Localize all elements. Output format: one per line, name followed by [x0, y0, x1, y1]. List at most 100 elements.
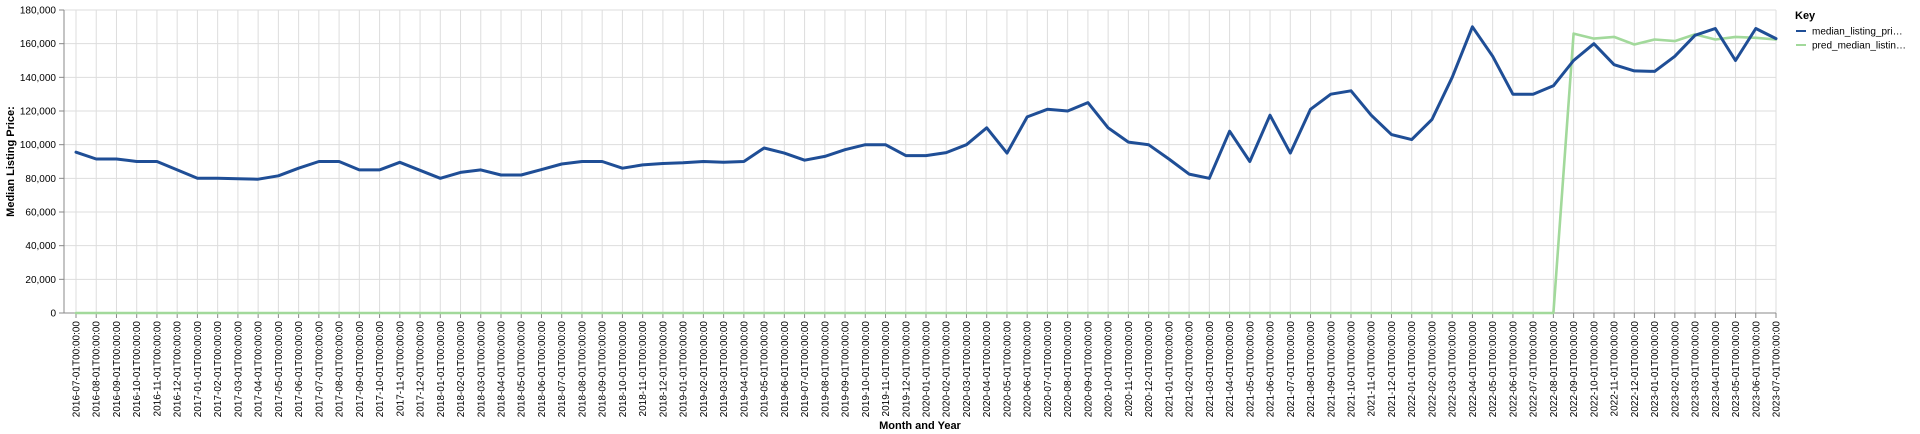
x-tick-label: 2017-02-01T00:00:00 — [213, 321, 224, 418]
y-tick-label: 60,000 — [25, 208, 56, 219]
x-tick-label: 2016-07-01T00:00:00 — [72, 321, 83, 418]
x-tick-label: 2018-10-01T00:00:00 — [618, 321, 629, 418]
x-tick-label: 2019-11-01T00:00:00 — [881, 321, 892, 417]
x-tick-label: 2017-05-01T00:00:00 — [274, 321, 285, 418]
x-tick-label: 2018-01-01T00:00:00 — [436, 321, 447, 418]
x-tick-label: 2018-06-01T00:00:00 — [537, 321, 548, 418]
x-tick-label: 2019-07-01T00:00:00 — [800, 321, 811, 418]
x-tick-label: 2023-05-01T00:00:00 — [1731, 321, 1742, 418]
x-tick-label: 2019-02-01T00:00:00 — [699, 321, 710, 418]
x-tick-label: 2016-08-01T00:00:00 — [92, 321, 103, 418]
x-tick-label: 2016-10-01T00:00:00 — [132, 321, 143, 418]
y-axis-title: Median Listing Price: — [5, 106, 17, 217]
x-tick-label: 2021-09-01T00:00:00 — [1326, 321, 1337, 418]
x-tick-label: 2022-11-01T00:00:00 — [1610, 321, 1621, 417]
x-tick-label: 2019-08-01T00:00:00 — [820, 321, 831, 418]
x-tick-label: 2023-06-01T00:00:00 — [1751, 321, 1762, 418]
x-tick-label: 2020-05-01T00:00:00 — [1002, 321, 1013, 418]
x-tick-label: 2022-07-01T00:00:00 — [1529, 321, 1540, 418]
x-tick-label: 2021-03-01T00:00:00 — [1205, 321, 1216, 418]
x-tick-label: 2019-10-01T00:00:00 — [861, 321, 872, 418]
x-tick-label: 2021-01-01T00:00:00 — [1164, 321, 1175, 418]
x-tick-label: 2017-12-01T00:00:00 — [416, 321, 427, 418]
legend-title: Key — [1795, 10, 1816, 22]
series-line-1 — [74, 32, 1778, 315]
x-tick-label: 2022-03-01T00:00:00 — [1448, 321, 1459, 418]
x-tick-label: 2018-05-01T00:00:00 — [517, 321, 528, 418]
y-tick-labels: 0 20,000 40,000 60,000 80,000 100,000 120,000 1… — [20, 6, 57, 320]
x-tick-label: 2019-05-01T00:00:00 — [760, 321, 771, 418]
x-tick-label: 2020-02-01T00:00:00 — [942, 321, 953, 418]
x-tick-label: 2023-03-01T00:00:00 — [1691, 321, 1702, 418]
x-tick-label: 2018-07-01T00:00:00 — [557, 321, 568, 418]
x-tick-label: 2016-12-01T00:00:00 — [173, 321, 184, 418]
x-tick-label: 2022-09-01T00:00:00 — [1569, 321, 1580, 418]
y-tick-label: 20,000 — [25, 275, 56, 286]
x-tick-label: 2021-05-01T00:00:00 — [1245, 321, 1256, 418]
x-tick-label: 2020-10-01T00:00:00 — [1104, 321, 1115, 418]
x-tick-label: 2017-11-01T00:00:00 — [395, 321, 406, 417]
x-tick-label: 2020-12-01T00:00:00 — [1144, 321, 1155, 418]
x-tick-label: 2017-10-01T00:00:00 — [375, 321, 386, 418]
x-tick-label: 2021-10-01T00:00:00 — [1347, 321, 1358, 418]
y-tick-label: 40,000 — [25, 241, 56, 252]
x-axis-title: Month and Year — [879, 420, 961, 432]
y-tick-label: 160,000 — [20, 39, 57, 50]
x-tick-label: 2018-09-01T00:00:00 — [598, 321, 609, 418]
x-tick-label: 2021-11-01T00:00:00 — [1367, 321, 1378, 417]
x-tick-label: 2019-09-01T00:00:00 — [841, 321, 852, 418]
x-tick-label: 2023-07-01T00:00:00 — [1772, 321, 1783, 418]
x-tick-label: 2023-01-01T00:00:00 — [1650, 321, 1661, 418]
x-tick-label: 2020-06-01T00:00:00 — [1023, 321, 1034, 418]
x-tick-label: 2017-07-01T00:00:00 — [314, 321, 325, 418]
x-tick-label: 2019-06-01T00:00:00 — [780, 321, 791, 418]
x-tick-label: 2020-11-01T00:00:00 — [1124, 321, 1135, 417]
legend-label: pred_median_listin… — [1812, 41, 1906, 52]
x-tick-label: 2022-01-01T00:00:00 — [1407, 321, 1418, 418]
x-tick-label: 2020-04-01T00:00:00 — [982, 321, 993, 418]
series-lines — [74, 25, 1778, 315]
x-tick-label: 2023-02-01T00:00:00 — [1670, 321, 1681, 418]
x-tick-label: 2020-07-01T00:00:00 — [1043, 321, 1054, 418]
x-tick-label: 2017-04-01T00:00:00 — [254, 321, 265, 418]
x-tick-label: 2022-06-01T00:00:00 — [1508, 321, 1519, 418]
x-tick-label: 2021-04-01T00:00:00 — [1225, 321, 1236, 418]
x-tick-label: 2018-08-01T00:00:00 — [577, 321, 588, 418]
series-line-0 — [74, 25, 1778, 181]
x-tick-label: 2021-07-01T00:00:00 — [1286, 321, 1297, 418]
y-tick-label: 80,000 — [25, 174, 56, 185]
x-tick-label: 2017-03-01T00:00:00 — [233, 321, 244, 418]
x-tick-label: 2017-09-01T00:00:00 — [355, 321, 366, 418]
y-tick-label: 0 — [50, 309, 56, 320]
y-tick-label: 120,000 — [20, 107, 57, 118]
x-tick-label: 2023-04-01T00:00:00 — [1711, 321, 1722, 418]
x-tick-label: 2021-06-01T00:00:00 — [1266, 321, 1277, 418]
x-tick-labels: 2016-07-01T00:00:00 2016-08-01T00:00:00 20… — [72, 321, 1783, 418]
grid — [64, 9, 1777, 314]
x-tick-label: 2021-02-01T00:00:00 — [1185, 321, 1196, 418]
x-tick-label: 2018-11-01T00:00:00 — [638, 321, 649, 417]
x-tick-label: 2019-12-01T00:00:00 — [901, 321, 912, 418]
x-tick-label: 2021-12-01T00:00:00 — [1387, 321, 1398, 418]
x-tick-label: 2019-01-01T00:00:00 — [679, 321, 690, 418]
x-tick-label: 2018-12-01T00:00:00 — [658, 321, 669, 418]
x-tick-label: 2020-01-01T00:00:00 — [922, 321, 933, 418]
x-tick-label: 2018-04-01T00:00:00 — [497, 321, 508, 418]
x-tick-label: 2018-03-01T00:00:00 — [476, 321, 487, 418]
x-tick-label: 2019-04-01T00:00:00 — [739, 321, 750, 418]
x-tick-label: 2022-05-01T00:00:00 — [1488, 321, 1499, 418]
x-tick-label: 2022-10-01T00:00:00 — [1589, 321, 1600, 418]
y-tick-label: 140,000 — [20, 73, 57, 84]
y-tick-label: 180,000 — [20, 6, 57, 17]
x-tick-label: 2018-02-01T00:00:00 — [456, 321, 467, 418]
x-tick-label: 2020-08-01T00:00:00 — [1063, 321, 1074, 418]
x-tick-label: 2016-11-01T00:00:00 — [152, 321, 163, 417]
x-tick-label: 2020-03-01T00:00:00 — [962, 321, 973, 418]
x-tick-label: 2022-04-01T00:00:00 — [1468, 321, 1479, 418]
x-tick-label: 2022-12-01T00:00:00 — [1630, 321, 1641, 418]
x-tick-label: 2022-02-01T00:00:00 — [1427, 321, 1438, 418]
legend-items: median_listing_pri… pred_median_listin… — [1796, 27, 1906, 52]
y-tick-label: 100,000 — [20, 140, 57, 151]
